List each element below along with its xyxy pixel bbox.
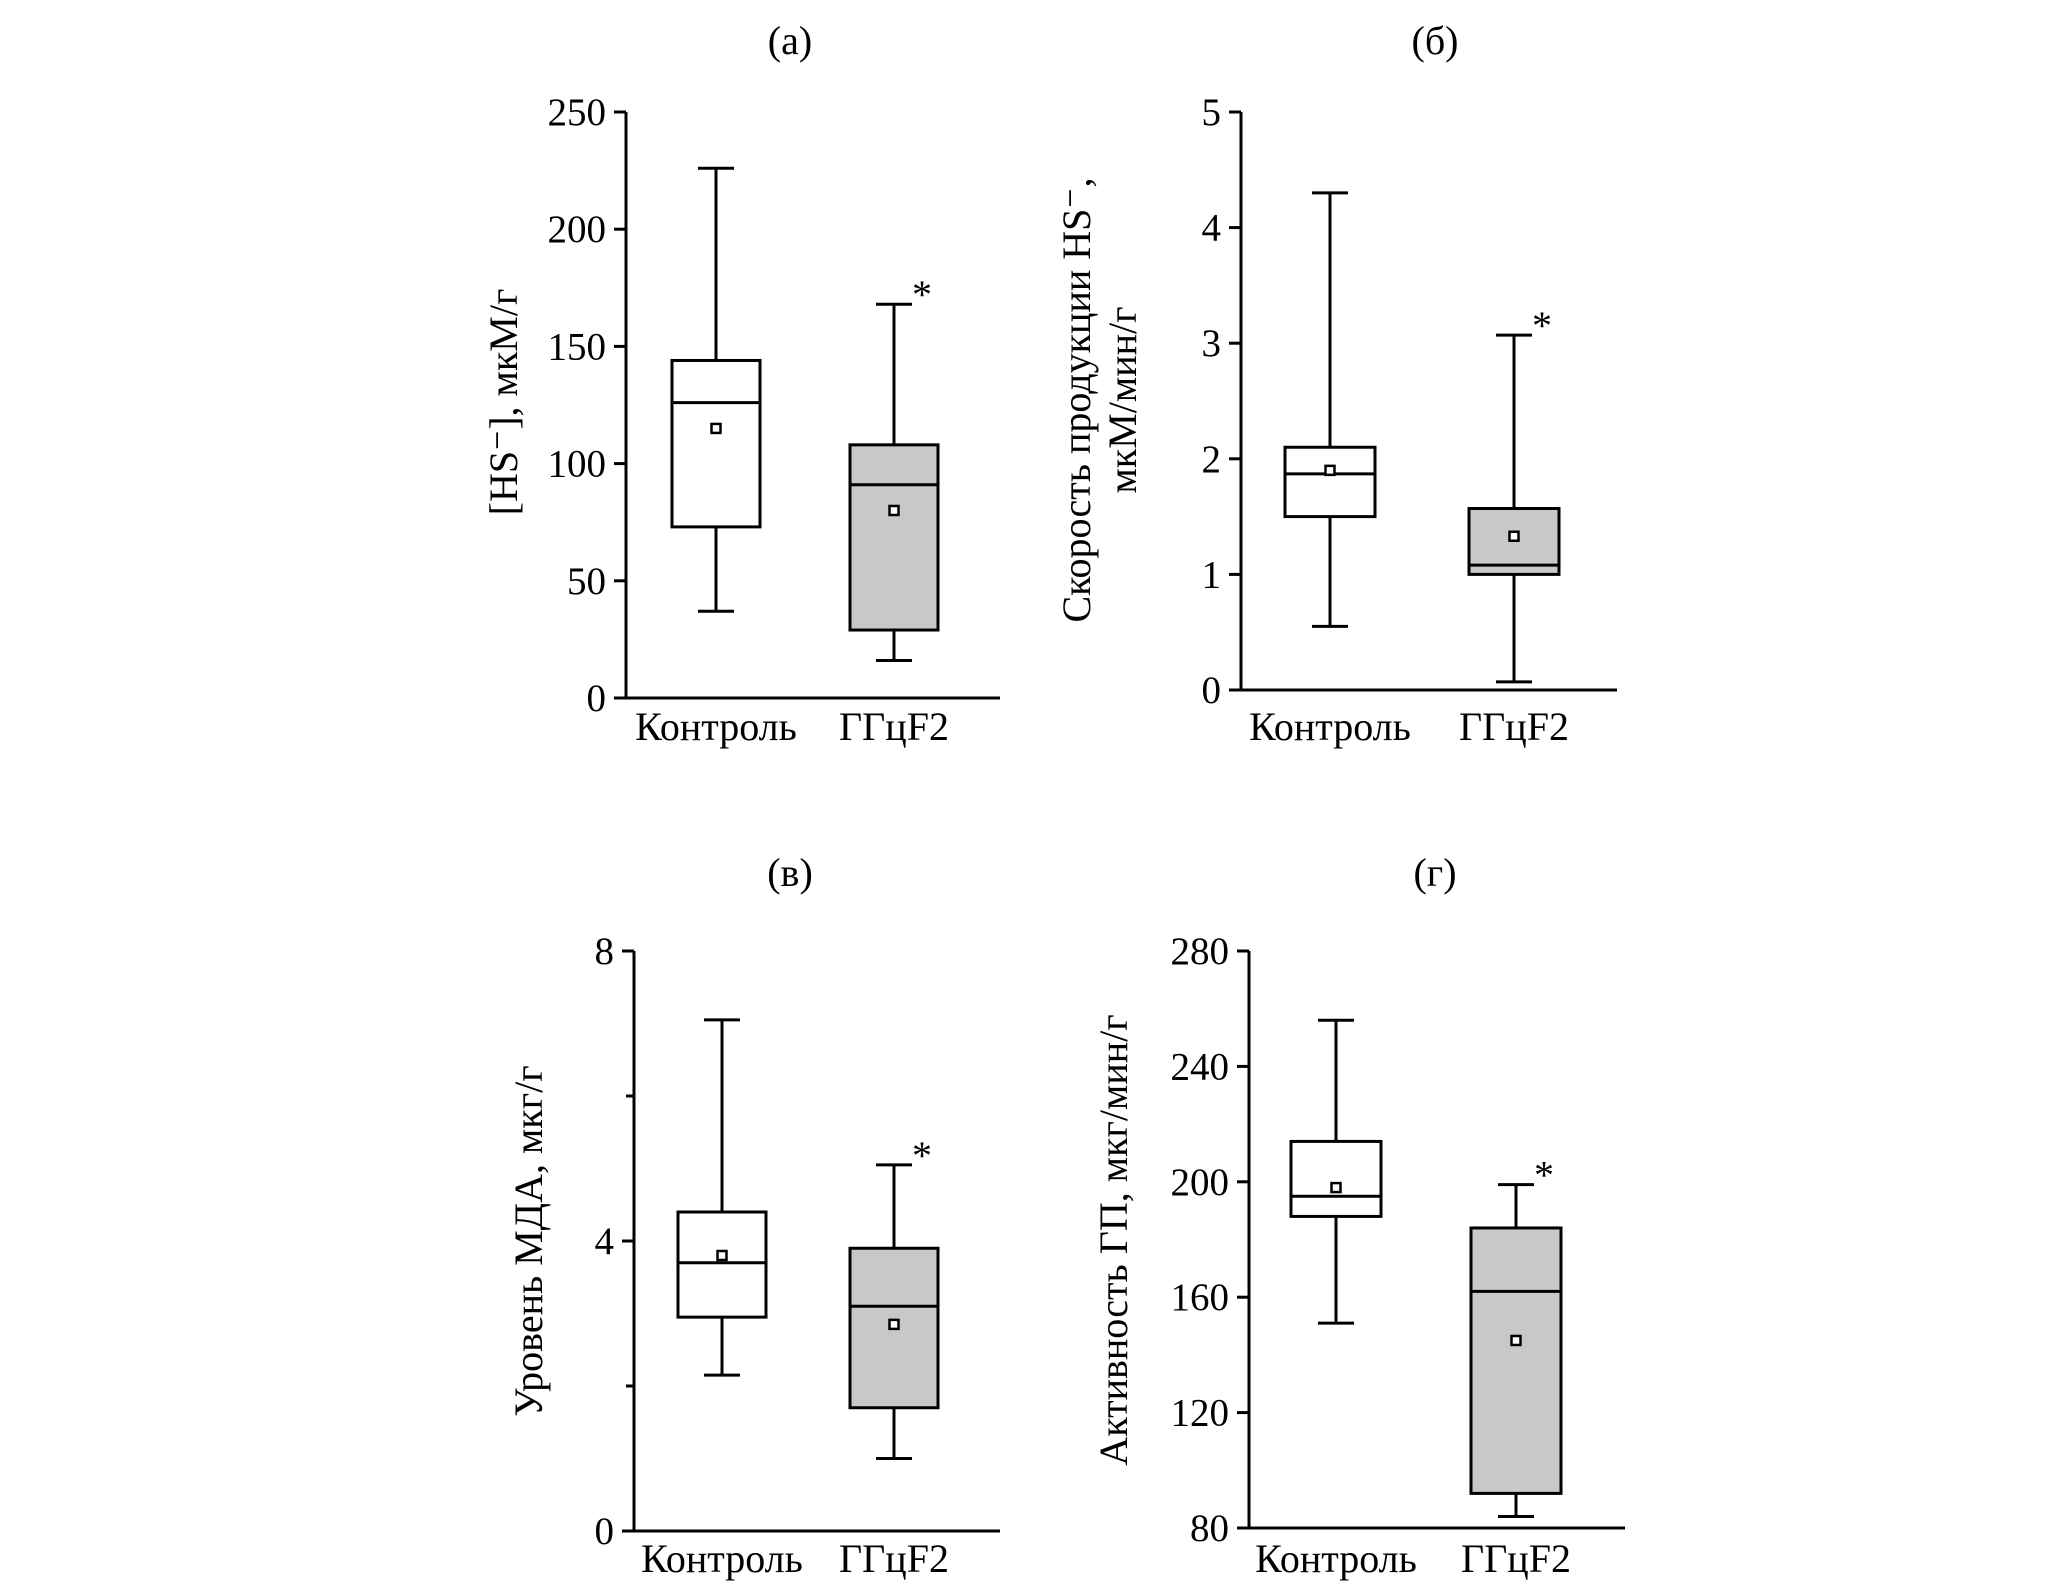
mean-marker bbox=[716, 1249, 728, 1262]
box-iqr bbox=[670, 358, 762, 529]
panel-label: (б) bbox=[1412, 18, 1459, 63]
mean-marker bbox=[1330, 1181, 1342, 1194]
y-axis-title-line: [HS⁻], мкМ/г bbox=[481, 289, 526, 516]
box-iqr bbox=[848, 443, 940, 632]
y-tick-label: 280 bbox=[1171, 930, 1230, 973]
y-tick-label: 160 bbox=[1171, 1276, 1230, 1319]
y-tick-label: 5 bbox=[1202, 91, 1222, 134]
y-axis-title-line: мкМ/мин/г bbox=[1100, 306, 1145, 493]
y-axis-title-line: Активность ГП, мкг/мин/г bbox=[1091, 1014, 1136, 1465]
panel-c: (в) 0 4 8 Уровень МДА, мкг/г Контроль ГГцF2 * bbox=[506, 850, 1000, 1581]
box-iqr bbox=[1469, 1226, 1563, 1495]
y-axis-title: Уровень МДА, мкг/г bbox=[506, 1065, 551, 1416]
y-tick-label: 2 bbox=[1202, 438, 1222, 481]
panel-label: (а) bbox=[768, 18, 812, 63]
mean-marker bbox=[1508, 530, 1520, 543]
mean-marker bbox=[710, 422, 722, 435]
y-tick-label: 50 bbox=[567, 560, 606, 603]
mean-marker bbox=[1510, 1334, 1522, 1347]
panel-d: (г) 80 120 160 200 240 280 Активность ГП, мкг/м… bbox=[1091, 850, 1625, 1581]
y-tick-label: 100 bbox=[548, 443, 607, 486]
y-tick-label: 4 bbox=[1202, 207, 1222, 250]
significance-marker: * bbox=[1534, 1153, 1554, 1198]
y-tick-label: 1 bbox=[1202, 553, 1222, 596]
category-label: Контроль bbox=[1255, 1536, 1417, 1581]
y-tick-label: 80 bbox=[1190, 1507, 1229, 1550]
panel-label: (г) bbox=[1413, 850, 1456, 895]
y-tick-label: 250 bbox=[548, 91, 607, 134]
panel-b: (б) 0 1 2 3 4 5 Скорость продукции HS⁻,мкМ/мин/… bbox=[1054, 18, 1617, 749]
significance-marker: * bbox=[1532, 303, 1552, 348]
y-tick-label: 4 bbox=[595, 1220, 615, 1263]
category-label: ГГцF2 bbox=[839, 704, 949, 749]
category-label: ГГцF2 bbox=[839, 1536, 949, 1581]
y-tick-label: 150 bbox=[548, 325, 607, 368]
y-axis-title: Активность ГП, мкг/мин/г bbox=[1091, 1014, 1136, 1465]
mean-marker bbox=[888, 504, 900, 517]
y-tick-label: 200 bbox=[1171, 1161, 1230, 1204]
y-axis-title-line: Скорость продукции HS⁻, bbox=[1054, 177, 1099, 622]
category-label: ГГцF2 bbox=[1461, 1536, 1571, 1581]
box-iqr bbox=[676, 1210, 768, 1319]
y-axis-title: [HS⁻], мкМ/г bbox=[481, 289, 526, 516]
y-axis-title-line: Уровень МДА, мкг/г bbox=[506, 1065, 551, 1416]
y-tick-label: 240 bbox=[1171, 1045, 1230, 1088]
y-tick-label: 0 bbox=[595, 1510, 615, 1553]
y-tick-label: 120 bbox=[1171, 1392, 1230, 1435]
y-tick-label: 200 bbox=[548, 208, 607, 251]
box-iqr bbox=[1283, 445, 1377, 519]
box-iqr bbox=[1289, 1139, 1383, 1218]
y-tick-label: 0 bbox=[1202, 669, 1222, 712]
mean-marker bbox=[1324, 464, 1336, 477]
panel-label: (в) bbox=[767, 850, 813, 895]
panel-a: (а) 0 50 100 150 200 250 [HS⁻], мкМ/г Контроль ГГ… bbox=[481, 18, 1000, 749]
significance-marker: * bbox=[912, 1133, 932, 1178]
mean-marker bbox=[888, 1318, 900, 1331]
category-label: Контроль bbox=[1249, 704, 1411, 749]
y-tick-label: 0 bbox=[587, 677, 607, 720]
significance-marker: * bbox=[912, 272, 932, 317]
category-label: ГГцF2 bbox=[1459, 704, 1569, 749]
box-iqr bbox=[848, 1246, 940, 1410]
category-label: Контроль bbox=[635, 704, 797, 749]
y-axis-title: Скорость продукции HS⁻,мкМ/мин/г bbox=[1054, 177, 1145, 622]
category-label: Контроль bbox=[641, 1536, 803, 1581]
y-tick-label: 3 bbox=[1202, 322, 1222, 365]
y-tick-label: 8 bbox=[595, 930, 615, 973]
